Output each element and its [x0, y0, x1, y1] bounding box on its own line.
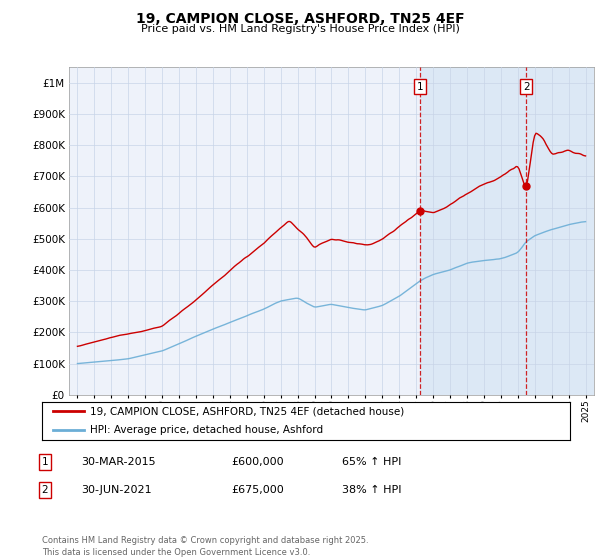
Text: 30-MAR-2015: 30-MAR-2015 [81, 457, 155, 467]
Text: £600,000: £600,000 [231, 457, 284, 467]
Text: 30-JUN-2021: 30-JUN-2021 [81, 485, 152, 495]
Text: 38% ↑ HPI: 38% ↑ HPI [342, 485, 401, 495]
Text: HPI: Average price, detached house, Ashford: HPI: Average price, detached house, Ashf… [89, 425, 323, 435]
Text: 19, CAMPION CLOSE, ASHFORD, TN25 4EF (detached house): 19, CAMPION CLOSE, ASHFORD, TN25 4EF (de… [89, 406, 404, 416]
Text: 2: 2 [523, 82, 530, 92]
Text: 19, CAMPION CLOSE, ASHFORD, TN25 4EF: 19, CAMPION CLOSE, ASHFORD, TN25 4EF [136, 12, 464, 26]
Text: 1: 1 [417, 82, 424, 92]
Text: Price paid vs. HM Land Registry's House Price Index (HPI): Price paid vs. HM Land Registry's House … [140, 24, 460, 34]
Text: 65% ↑ HPI: 65% ↑ HPI [342, 457, 401, 467]
Text: Contains HM Land Registry data © Crown copyright and database right 2025.
This d: Contains HM Land Registry data © Crown c… [42, 536, 368, 557]
Text: 1: 1 [41, 457, 49, 467]
Bar [421, 67, 594, 395]
Text: £675,000: £675,000 [231, 485, 284, 495]
Text: 2: 2 [41, 485, 49, 495]
